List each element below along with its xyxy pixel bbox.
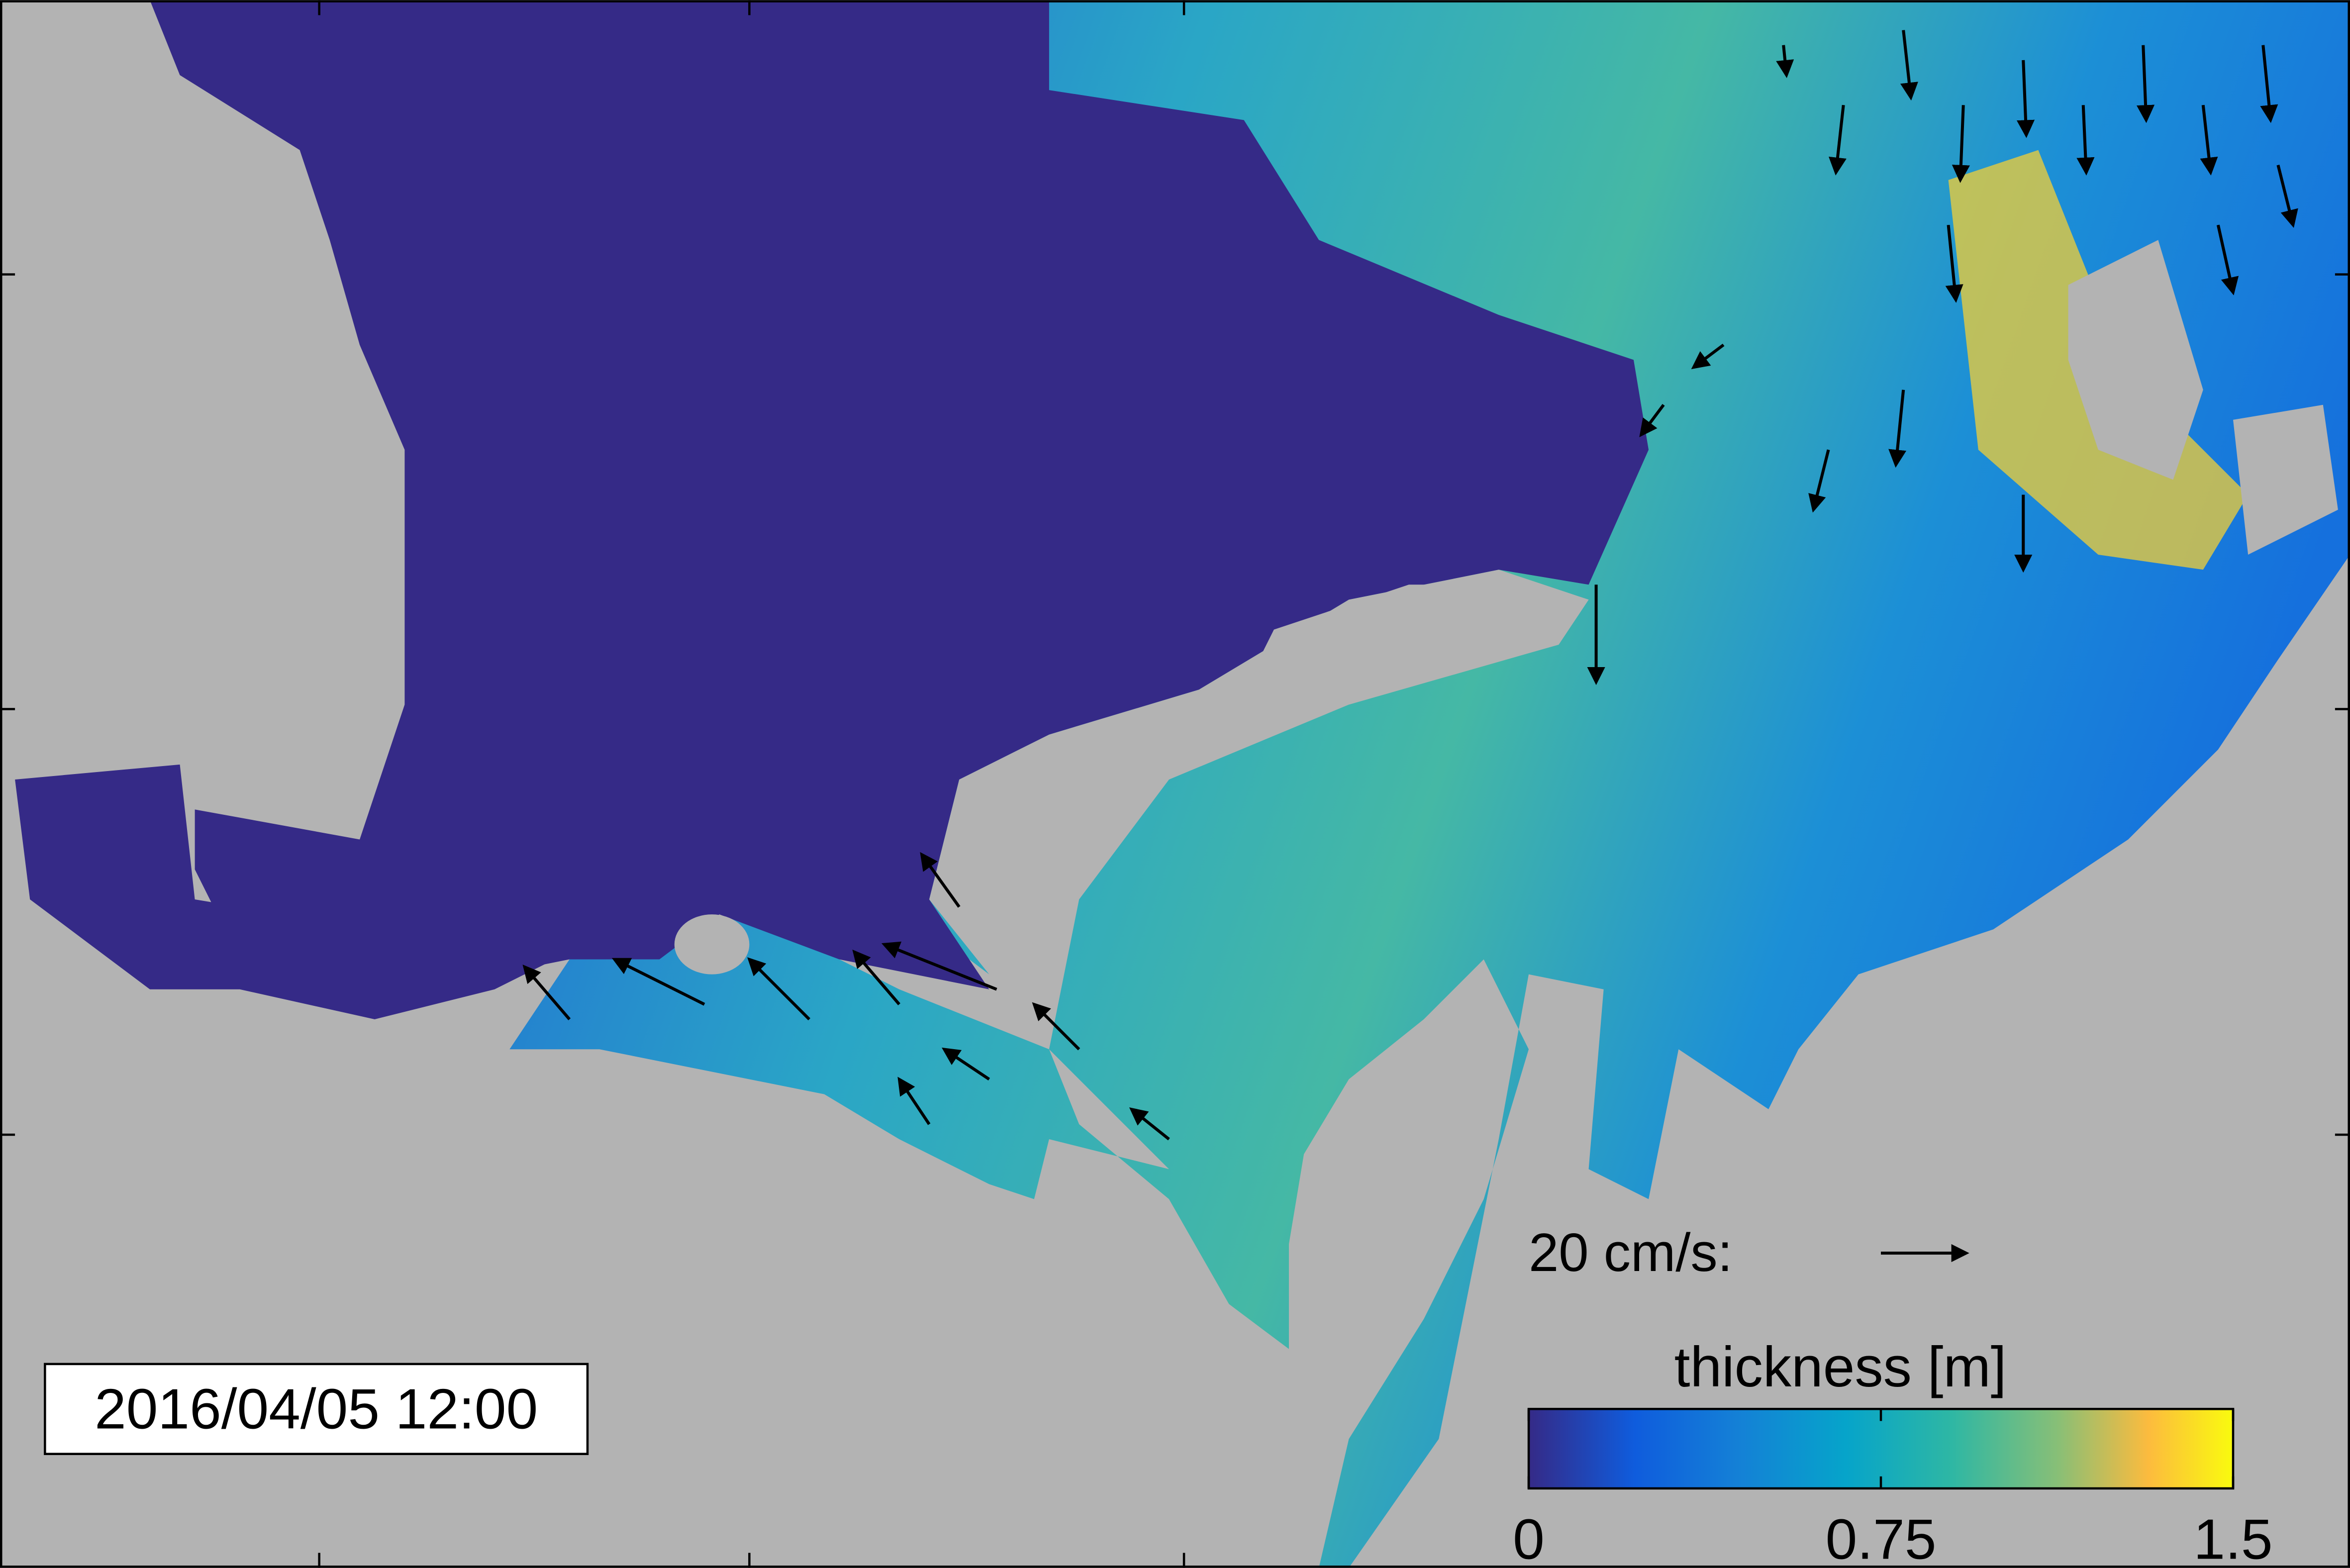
western-bay xyxy=(15,764,555,1020)
velocity-scale-label: 20 cm/s: xyxy=(1529,1222,1733,1282)
colorbar-tick-label: 0.75 xyxy=(1826,1508,1937,1568)
island xyxy=(674,914,750,975)
open-water xyxy=(150,0,1649,989)
timestamp: 2016/04/05 12:00 xyxy=(95,1377,538,1441)
drift-arrows xyxy=(522,30,2298,1141)
islands xyxy=(2068,240,2338,555)
timestamp-box xyxy=(44,1363,589,1455)
peninsula xyxy=(1229,585,1589,720)
colorbar-label: thickness [m] xyxy=(1674,1335,2007,1399)
colorbar-tick-label: 0 xyxy=(1513,1508,1545,1568)
colorbar-tick-label: 1.5 xyxy=(2193,1508,2272,1568)
